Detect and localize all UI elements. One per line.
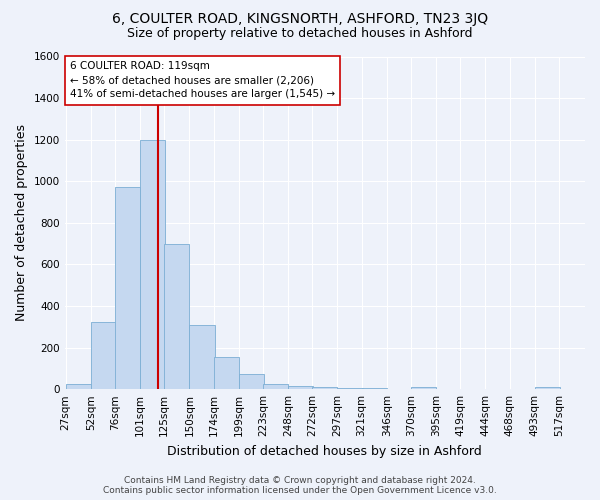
Bar — [190, 324, 215, 389]
Text: Size of property relative to detached houses in Ashford: Size of property relative to detached ho… — [127, 28, 473, 40]
Bar — [91, 322, 116, 389]
Text: 6, COULTER ROAD, KINGSNORTH, ASHFORD, TN23 3JQ: 6, COULTER ROAD, KINGSNORTH, ASHFORD, TN… — [112, 12, 488, 26]
Text: 6 COULTER ROAD: 119sqm
← 58% of detached houses are smaller (2,206)
41% of semi-: 6 COULTER ROAD: 119sqm ← 58% of detached… — [70, 62, 335, 100]
Bar — [65, 384, 91, 389]
Bar — [411, 386, 436, 389]
Text: Contains HM Land Registry data © Crown copyright and database right 2024.
Contai: Contains HM Land Registry data © Crown c… — [103, 476, 497, 495]
Bar — [164, 244, 190, 389]
Bar — [312, 387, 337, 389]
Bar — [214, 357, 239, 389]
X-axis label: Distribution of detached houses by size in Ashford: Distribution of detached houses by size … — [167, 444, 482, 458]
Bar — [535, 386, 560, 389]
Bar — [263, 384, 288, 389]
Bar — [115, 188, 140, 389]
Bar — [239, 374, 264, 389]
Bar — [140, 140, 166, 389]
Bar — [288, 386, 313, 389]
Bar — [362, 388, 387, 389]
Y-axis label: Number of detached properties: Number of detached properties — [15, 124, 28, 322]
Bar — [337, 388, 362, 389]
